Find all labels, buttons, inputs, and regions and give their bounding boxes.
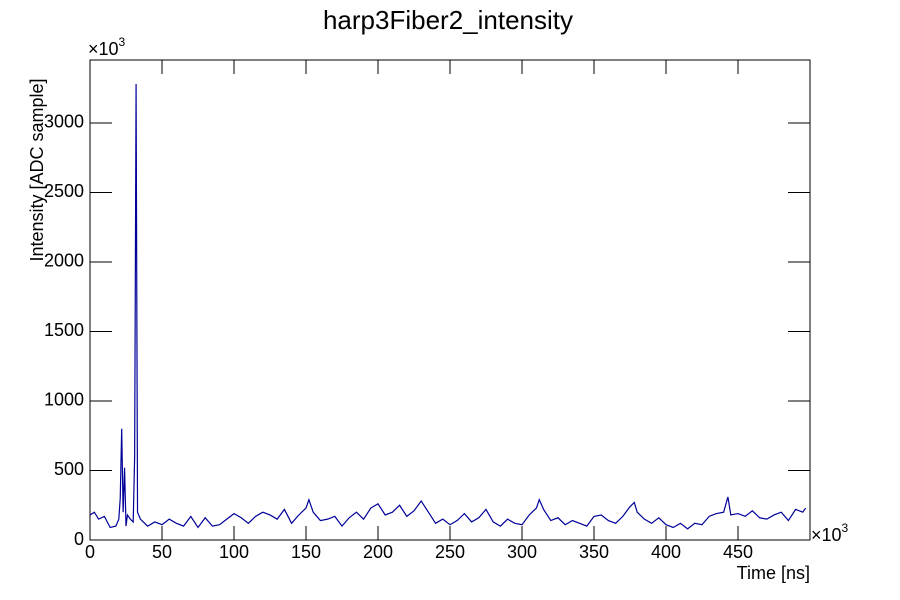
x-axis-label: Time [ns]: [737, 563, 810, 583]
y-tick-label: 2000: [44, 251, 84, 271]
y-multiplier-exponent: 3: [119, 35, 126, 49]
y-tick-label: 2500: [44, 181, 84, 201]
x-tick-label: 150: [291, 542, 321, 562]
x-multiplier-base: ×10: [811, 525, 842, 545]
y-axis-label: Intensity [ADC sample]: [27, 78, 47, 261]
x-tick-label: 50: [152, 542, 172, 562]
x-tick-label: 0: [85, 542, 95, 562]
x-multiplier: ×103: [811, 521, 849, 545]
x-tick-label: 350: [579, 542, 609, 562]
y-tick-label: 1500: [44, 320, 84, 340]
x-tick-label: 100: [219, 542, 249, 562]
x-tick-label: 400: [651, 542, 681, 562]
y-multiplier-base: ×10: [88, 39, 119, 59]
data-line: [89, 84, 807, 530]
x-tick-label: 250: [435, 542, 465, 562]
plot-frame: [89, 59, 811, 541]
y-tick-label: 500: [54, 459, 84, 479]
x-tick-label: 300: [507, 542, 537, 562]
x-tick-label: 450: [723, 542, 753, 562]
y-tick-label: 3000: [44, 112, 84, 132]
y-multiplier: ×103: [88, 35, 126, 59]
x-tick-label: 200: [363, 542, 393, 562]
x-multiplier-exponent: 3: [842, 521, 849, 535]
y-tick-label: 0: [74, 529, 84, 549]
chart-title: harp3Fiber2_intensity: [323, 5, 573, 35]
y-tick-label: 1000: [44, 390, 84, 410]
